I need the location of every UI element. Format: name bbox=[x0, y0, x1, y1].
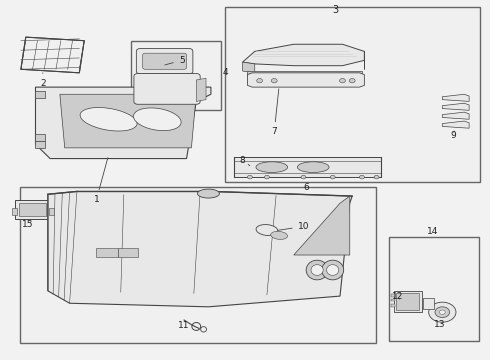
FancyBboxPatch shape bbox=[136, 49, 193, 74]
Polygon shape bbox=[442, 121, 469, 128]
Ellipse shape bbox=[311, 265, 323, 275]
Text: 8: 8 bbox=[240, 156, 250, 166]
Text: 4: 4 bbox=[222, 68, 228, 77]
Circle shape bbox=[440, 310, 445, 314]
Polygon shape bbox=[60, 94, 196, 148]
Polygon shape bbox=[196, 78, 206, 102]
Polygon shape bbox=[442, 103, 469, 111]
Circle shape bbox=[340, 78, 345, 83]
Circle shape bbox=[265, 175, 270, 179]
Circle shape bbox=[257, 78, 263, 83]
Polygon shape bbox=[243, 44, 365, 66]
Circle shape bbox=[247, 175, 252, 179]
Text: 7: 7 bbox=[271, 89, 279, 136]
Ellipse shape bbox=[322, 260, 343, 280]
Text: 3: 3 bbox=[332, 5, 338, 15]
Ellipse shape bbox=[306, 260, 328, 280]
Bar bbox=[97, 248, 118, 257]
Bar bbox=[35, 141, 45, 148]
Text: 9: 9 bbox=[451, 131, 456, 140]
Polygon shape bbox=[35, 87, 211, 158]
Polygon shape bbox=[234, 157, 381, 177]
FancyBboxPatch shape bbox=[143, 53, 187, 69]
Polygon shape bbox=[442, 94, 469, 102]
Bar bbox=[15, 200, 51, 219]
Circle shape bbox=[349, 78, 355, 83]
Bar bbox=[20, 187, 375, 342]
Polygon shape bbox=[294, 196, 350, 255]
Ellipse shape bbox=[327, 265, 339, 275]
Text: 1: 1 bbox=[94, 158, 108, 204]
Circle shape bbox=[301, 175, 306, 179]
Bar bbox=[423, 298, 434, 309]
Text: 14: 14 bbox=[427, 227, 438, 236]
Circle shape bbox=[271, 78, 277, 83]
Ellipse shape bbox=[256, 162, 288, 172]
Text: 12: 12 bbox=[392, 292, 403, 301]
Polygon shape bbox=[247, 71, 362, 76]
Circle shape bbox=[435, 307, 450, 318]
Ellipse shape bbox=[80, 108, 137, 131]
Circle shape bbox=[360, 175, 365, 179]
Text: 5: 5 bbox=[165, 56, 185, 65]
Ellipse shape bbox=[297, 162, 329, 172]
Circle shape bbox=[429, 302, 456, 322]
Bar bbox=[389, 237, 479, 341]
Bar bbox=[20, 203, 46, 216]
Bar bbox=[118, 248, 138, 257]
Ellipse shape bbox=[256, 225, 278, 235]
Circle shape bbox=[374, 175, 379, 179]
Bar bbox=[391, 298, 395, 301]
Ellipse shape bbox=[133, 108, 181, 131]
Bar bbox=[49, 208, 53, 215]
Bar bbox=[35, 134, 45, 141]
Text: 11: 11 bbox=[178, 321, 193, 330]
Bar bbox=[12, 208, 17, 215]
Polygon shape bbox=[243, 62, 255, 73]
Text: 10: 10 bbox=[278, 222, 309, 231]
Polygon shape bbox=[48, 192, 352, 307]
Polygon shape bbox=[442, 112, 469, 119]
Bar bbox=[396, 293, 419, 310]
Bar bbox=[224, 7, 480, 182]
Bar bbox=[391, 294, 395, 297]
Circle shape bbox=[330, 175, 335, 179]
FancyBboxPatch shape bbox=[134, 73, 200, 104]
Bar bbox=[130, 41, 220, 111]
Text: 2: 2 bbox=[40, 73, 46, 88]
Ellipse shape bbox=[197, 189, 220, 198]
Bar bbox=[393, 291, 422, 312]
Text: 13: 13 bbox=[434, 320, 445, 329]
Polygon shape bbox=[247, 73, 365, 87]
Ellipse shape bbox=[270, 231, 288, 239]
Text: 15: 15 bbox=[23, 220, 34, 229]
Bar bbox=[35, 91, 45, 98]
Bar bbox=[391, 304, 395, 307]
Polygon shape bbox=[21, 37, 84, 73]
Text: 6: 6 bbox=[303, 183, 309, 192]
